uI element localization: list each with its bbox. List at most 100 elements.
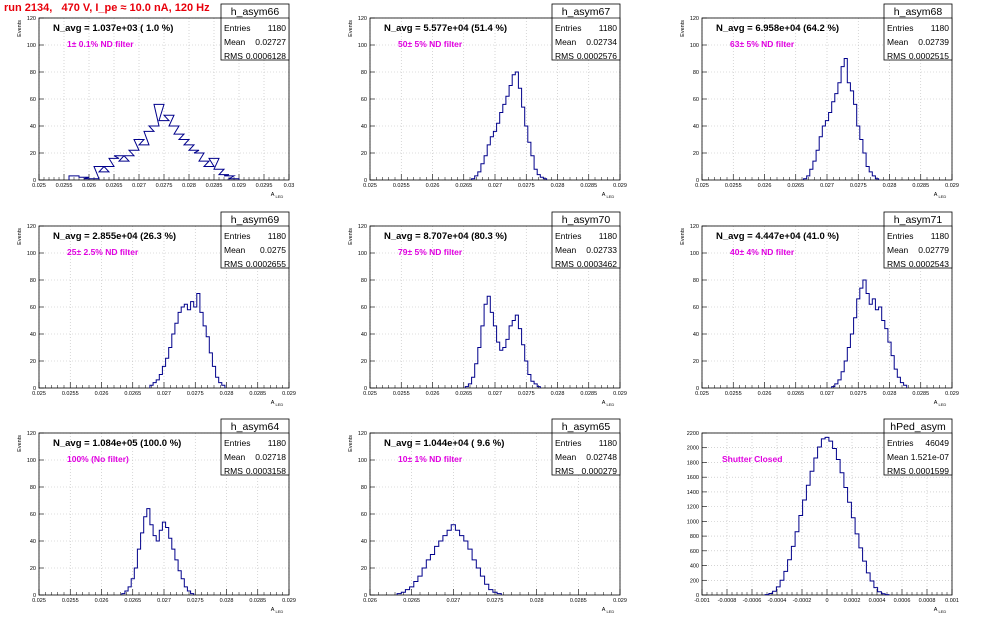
stats-label: RMS	[887, 259, 906, 269]
x-tick-label: 0.0275	[518, 391, 535, 397]
histogram-series	[149, 293, 226, 388]
x-tick-label: 0.0002	[844, 598, 861, 604]
y-tick-label: 20	[30, 359, 36, 365]
stats-value: 0.02739	[918, 37, 949, 47]
y-tick-label: 40	[30, 332, 36, 338]
x-tick-label: 0.028	[883, 183, 897, 189]
y-tick-label: 40	[361, 332, 367, 338]
x-tick-label: 0.0285	[249, 391, 266, 397]
n-avg-label: N_avg = 8.707e+04 (80.3 %)	[384, 231, 507, 242]
y-tick-label: 0	[364, 593, 367, 599]
histogram-panel-h_asym69: 0.025 0.0255 0.026 0.0265 0.027 0.0275 0.028 0.…	[17, 211, 296, 407]
x-tick-label: 0.027	[446, 598, 460, 604]
x-axis-label: ALED	[602, 607, 615, 614]
y-tick-label: 120	[358, 16, 367, 22]
x-tick-label: 0.03	[284, 183, 295, 189]
x-axis-label: ALED	[934, 192, 947, 199]
stats-title: hPed_asym	[890, 421, 946, 433]
x-tick-label: 0.025	[695, 183, 709, 189]
x-tick-label: 0.0275	[187, 598, 204, 604]
x-tick-label: 0.029	[282, 391, 296, 397]
x-tick-label: 0.029	[613, 183, 627, 189]
stats-label: RMS	[224, 259, 243, 269]
y-tick-label: 80	[30, 278, 36, 284]
x-tick-label: 0.028	[220, 391, 234, 397]
y-tick-label: 100	[690, 43, 699, 49]
filter-label: 50± 5% ND filter	[398, 39, 463, 49]
x-tick-label: 0.028	[883, 391, 897, 397]
y-tick-label: 60	[361, 305, 367, 311]
histogram-panel-h_asym64: 0.025 0.0255 0.026 0.0265 0.027 0.0275 0.028 0.…	[17, 418, 296, 614]
stats-label: RMS	[887, 466, 906, 476]
stats-title: h_asym71	[894, 214, 943, 226]
stats-value: 1180	[268, 438, 287, 448]
stats-box	[220, 211, 290, 269]
x-tick-label: 0.025	[32, 183, 46, 189]
filter-label: 100% (No filter)	[67, 454, 129, 464]
y-tick-label: 0	[364, 386, 367, 392]
histogram-panel-h_asym66: 0.025 0.0255 0.026 0.0265 0.027 0.0275 0.028 0.…	[17, 3, 295, 199]
n-avg-label: N_avg = 1.037e+03 ( 1.0 %)	[53, 23, 173, 34]
stats-value: 1180	[599, 438, 618, 448]
x-tick-label: -0.0008	[718, 598, 737, 604]
stats-title: h_asym70	[562, 214, 611, 226]
stats-box	[551, 418, 621, 476]
y-tick-label: 1800	[687, 460, 699, 466]
stats-value: 1180	[268, 231, 287, 241]
x-tick-label: 0.027	[488, 183, 502, 189]
histogram-panel-h_asym68: 0.025 0.0255 0.026 0.0265 0.027 0.0275 0.028 0.…	[680, 3, 959, 199]
histogram-series	[471, 71, 548, 180]
y-tick-label: 40	[361, 539, 367, 545]
y-tick-label: 80	[361, 70, 367, 76]
x-tick-label: 0.0265	[403, 598, 420, 604]
y-tick-label: 0	[696, 386, 699, 392]
stats-value: 0.0002543	[909, 259, 949, 269]
stats-box	[883, 3, 953, 61]
stats-label: Entries	[224, 23, 250, 33]
stats-box	[551, 3, 621, 61]
stats-label: Entries	[224, 231, 250, 241]
stats-label: Entries	[887, 438, 913, 448]
stats-value: 0.02733	[586, 245, 617, 255]
y-tick-label: 120	[690, 16, 699, 22]
x-axis-label: ALED	[934, 400, 947, 407]
stats-label: Entries	[555, 23, 581, 33]
y-tick-label: 1400	[687, 490, 699, 496]
x-tick-label: 0.0265	[124, 391, 141, 397]
x-tick-label: 0.0255	[56, 183, 73, 189]
y-tick-label: 100	[27, 251, 36, 257]
n-avg-label: N_avg = 6.958e+04 (64.2 %)	[716, 23, 839, 34]
x-tick-label: 0.0265	[787, 183, 804, 189]
stats-label: Mean	[224, 452, 246, 462]
y-tick-label: 120	[690, 224, 699, 230]
stats-value: 0.0003462	[577, 259, 617, 269]
stats-label: RMS	[224, 51, 243, 61]
x-tick-label: 0.027	[157, 391, 171, 397]
x-tick-label: 0.0285	[249, 598, 266, 604]
x-tick-label: 0.0255	[393, 391, 410, 397]
y-tick-label: 20	[30, 566, 36, 572]
x-tick-label: 0.0004	[869, 598, 886, 604]
x-tick-label: 0	[825, 598, 828, 604]
x-tick-label: 0.0006	[894, 598, 911, 604]
stats-title: h_asym67	[562, 6, 611, 18]
stats-value: 0.000279	[582, 466, 618, 476]
x-axis-label: ALED	[271, 607, 284, 614]
y-tick-label: 60	[361, 97, 367, 103]
x-tick-label: 0.0285	[206, 183, 223, 189]
y-tick-label: 20	[361, 151, 367, 157]
x-tick-label: 0.026	[758, 183, 772, 189]
x-tick-label: 0.0265	[455, 391, 472, 397]
x-axis-label: ALED	[602, 192, 615, 199]
stats-label: RMS	[224, 466, 243, 476]
y-tick-label: 40	[30, 539, 36, 545]
stats-value: 0.0001599	[909, 466, 949, 476]
y-tick-label: 0	[696, 178, 699, 184]
y-tick-label: 80	[30, 485, 36, 491]
x-tick-label: 0.029	[613, 391, 627, 397]
x-tick-label: 0.029	[613, 598, 627, 604]
y-tick-label: 400	[690, 564, 699, 570]
stats-label: RMS	[887, 51, 906, 61]
x-tick-label: 0.025	[32, 391, 46, 397]
